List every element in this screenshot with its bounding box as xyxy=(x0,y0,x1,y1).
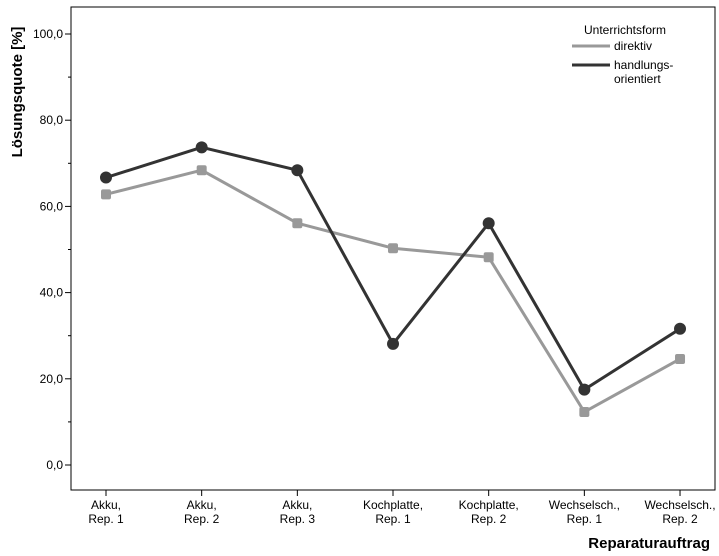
data-point-handlungs-orientiert xyxy=(195,141,208,154)
data-point-direktiv xyxy=(101,189,111,200)
x-tick-label: Kochplatte, Rep. 1 xyxy=(363,498,423,526)
x-tick-label: Akku, Rep. 3 xyxy=(280,498,316,526)
data-point-handlungs-orientiert xyxy=(291,164,304,177)
data-point-handlungs-orientiert xyxy=(674,322,687,335)
legend-label-direktiv: direktiv xyxy=(614,39,652,53)
x-tick-label: Kochplatte, Rep. 2 xyxy=(459,498,519,526)
y-axis-title: Lösungsquote [%] xyxy=(9,27,26,158)
x-axis-title: Reparaturauftrag xyxy=(588,535,710,552)
x-tick-label: Akku, Rep. 2 xyxy=(184,498,220,526)
data-point-direktiv xyxy=(675,353,686,364)
x-tick-label-line: Kochplatte, xyxy=(459,498,519,512)
x-tick-label: Wechselsch., Rep. 1 xyxy=(549,498,620,526)
data-point-direktiv xyxy=(196,165,207,176)
x-tick-label-line: Akku, xyxy=(187,498,217,512)
data-point-direktiv xyxy=(292,218,303,229)
y-tick-label: 80,0 xyxy=(40,113,64,127)
data-point-direktiv xyxy=(579,406,590,417)
x-tick-label-line: Wechselsch., xyxy=(644,498,715,512)
x-tick-label: Akku, Rep. 1 xyxy=(88,498,124,526)
x-tick-label-line: Wechselsch., xyxy=(549,498,620,512)
legend-label-line: handlungs- xyxy=(614,58,673,72)
y-axis: 0,0 20,0 40,0 60,0 80,0 100,0 xyxy=(33,27,71,472)
x-tick-label: Wechselsch., Rep. 2 xyxy=(644,498,715,526)
data-point-handlungs-orientiert xyxy=(482,217,495,230)
y-tick-label: 40,0 xyxy=(40,286,64,300)
data-point-handlungs-orientiert xyxy=(100,171,112,184)
data-point-handlungs-orientiert xyxy=(578,383,591,396)
legend-title: Unterrichtsform xyxy=(584,23,666,37)
x-tick-label-line: Rep. 1 xyxy=(375,512,411,526)
legend-label-line: orientiert xyxy=(614,72,661,86)
x-tick-label-line: Rep. 1 xyxy=(88,512,124,526)
x-tick-label-line: Akku, xyxy=(91,498,121,512)
x-tick-label-line: Rep. 2 xyxy=(471,512,507,526)
y-tick-label: 60,0 xyxy=(40,199,64,213)
x-tick-label-line: Rep. 1 xyxy=(567,512,603,526)
x-tick-label-line: Kochplatte, xyxy=(363,498,423,512)
legend-label-line: direktiv xyxy=(614,39,652,53)
y-tick-label: 100,0 xyxy=(33,27,63,41)
x-tick-label-line: Rep. 3 xyxy=(280,512,316,526)
data-point-direktiv xyxy=(388,243,399,254)
y-tick-label: 20,0 xyxy=(40,372,64,386)
series-layer xyxy=(100,141,687,417)
y-tick-label: 0,0 xyxy=(46,458,63,472)
x-tick-label-line: Rep. 2 xyxy=(662,512,698,526)
x-tick-label-line: Rep. 2 xyxy=(184,512,220,526)
x-tick-label-line: Akku, xyxy=(282,498,312,512)
data-point-direktiv xyxy=(483,252,494,263)
legend: Unterrichtsform direktiv handlungs-orienti… xyxy=(572,23,673,86)
legend-label-handlungs-orientiert: handlungs-orientiert xyxy=(614,58,673,86)
data-point-handlungs-orientiert xyxy=(387,337,400,350)
